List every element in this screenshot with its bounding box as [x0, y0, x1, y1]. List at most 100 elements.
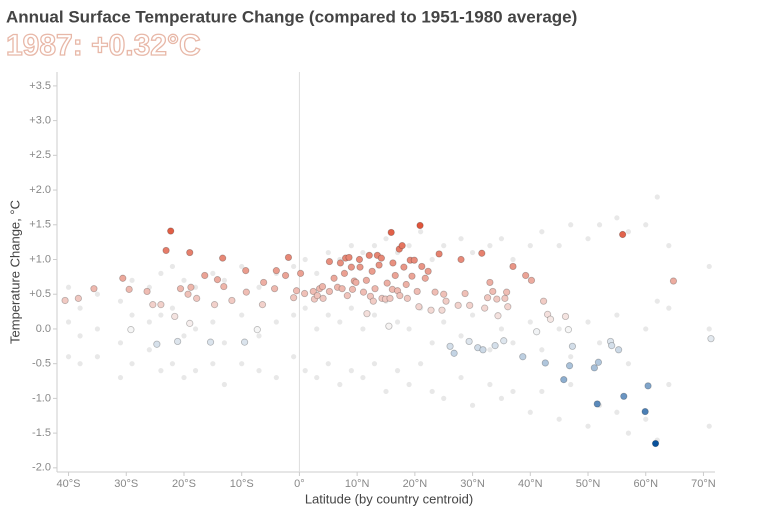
point	[418, 262, 426, 271]
point	[186, 248, 194, 257]
background-point	[169, 263, 176, 270]
x-tick-label: 70°N	[691, 478, 716, 490]
point	[410, 256, 418, 264]
point	[590, 364, 598, 372]
point	[383, 279, 391, 287]
background-point	[192, 368, 199, 374]
point	[296, 269, 305, 277]
point	[398, 242, 406, 250]
background-point	[158, 368, 164, 374]
background-point	[146, 319, 152, 325]
background-point	[273, 319, 279, 325]
point	[593, 400, 601, 408]
background-point	[348, 305, 354, 311]
point	[365, 251, 373, 259]
point	[242, 267, 250, 275]
point	[319, 294, 327, 302]
point	[615, 346, 623, 354]
y-tick-label: +3.0	[29, 115, 51, 127]
background-point	[117, 298, 124, 304]
y-tick-label: +2.0	[29, 184, 51, 196]
background-point	[256, 368, 262, 374]
point	[201, 271, 209, 280]
point	[281, 271, 290, 280]
background-point	[394, 319, 401, 325]
point	[651, 439, 660, 448]
point	[483, 294, 492, 302]
background-point	[325, 312, 331, 318]
point	[348, 285, 357, 293]
point	[368, 267, 376, 275]
background-point	[192, 284, 199, 290]
point	[176, 285, 185, 293]
point	[446, 342, 454, 350]
x-tick-label: 10°S	[230, 478, 254, 490]
point	[541, 359, 549, 367]
point	[338, 285, 346, 293]
point	[260, 278, 268, 287]
background-point	[539, 347, 545, 353]
background-point	[585, 319, 591, 325]
x-tick-label: 40°N	[518, 478, 543, 490]
background-point	[291, 263, 297, 270]
background-point	[77, 305, 83, 311]
point	[450, 349, 458, 357]
point	[491, 342, 499, 350]
background-point	[291, 312, 297, 318]
point	[362, 276, 370, 284]
background-point	[458, 333, 464, 339]
point	[125, 285, 133, 293]
point	[493, 295, 501, 303]
point	[74, 294, 82, 302]
background-point	[383, 388, 389, 395]
point	[356, 263, 364, 271]
background-point	[383, 236, 389, 242]
point	[608, 342, 616, 350]
background-point	[539, 229, 545, 235]
background-point	[221, 381, 227, 388]
background-point	[291, 354, 297, 360]
point	[206, 338, 215, 346]
background-point	[302, 368, 308, 374]
point	[253, 326, 261, 334]
background-point	[239, 361, 245, 367]
point	[546, 315, 555, 323]
background-point	[643, 416, 649, 422]
point	[478, 249, 486, 257]
point	[186, 319, 194, 327]
y-tick-label: +3.5	[29, 80, 51, 92]
point	[387, 228, 395, 237]
point	[533, 328, 541, 336]
point	[187, 283, 195, 291]
background-point	[510, 340, 516, 346]
background-point	[256, 333, 262, 339]
point	[386, 294, 394, 302]
point	[415, 303, 423, 311]
point	[162, 246, 170, 255]
background-point	[487, 243, 493, 249]
x-tick-label: 30°S	[114, 478, 138, 490]
background-point	[568, 222, 574, 228]
point	[336, 259, 345, 267]
point	[240, 338, 249, 346]
point	[421, 274, 429, 282]
background-point	[527, 409, 533, 415]
background-point	[360, 249, 366, 256]
background-point	[498, 236, 505, 242]
background-point	[429, 340, 435, 346]
y-tick-label: +1.5	[29, 219, 51, 231]
background-point	[158, 270, 164, 276]
point	[408, 272, 416, 280]
background-point	[418, 229, 424, 235]
point	[424, 267, 432, 275]
x-tick-label: 30°N	[460, 478, 485, 490]
background-point	[487, 381, 493, 388]
background-point	[325, 249, 331, 256]
background-point	[77, 333, 83, 339]
point	[431, 288, 439, 296]
background-point	[666, 243, 672, 249]
point	[355, 255, 364, 264]
chart-title: Annual Surface Temperature Change (compa…	[6, 7, 577, 26]
point	[228, 296, 236, 305]
